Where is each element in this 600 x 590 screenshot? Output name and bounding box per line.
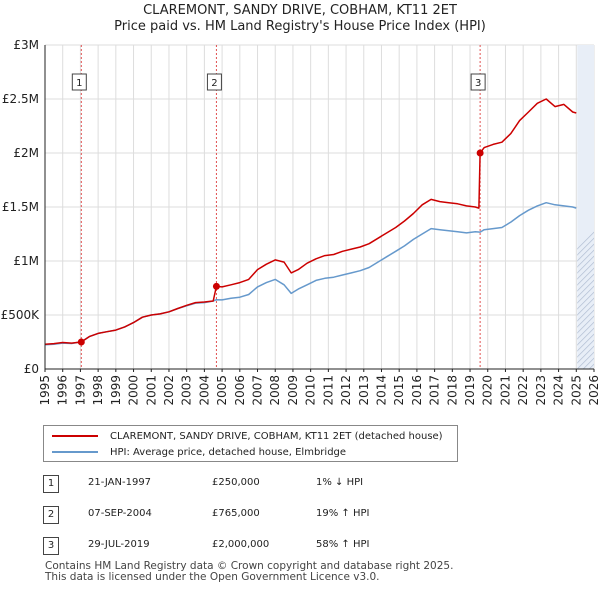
x-tick-label: 2015	[392, 375, 406, 406]
row-number: 2	[43, 506, 59, 524]
legend-label-hpi: HPI: Average price, detached house, Elmb…	[110, 446, 347, 458]
x-tick-label: 2002	[162, 375, 176, 406]
transaction-vlines: 1 2 3	[71, 45, 486, 369]
x-tick-label: 2000	[127, 375, 141, 406]
x-tick-label: 1998	[91, 375, 105, 406]
y-tick-label: £2.5M	[2, 92, 39, 106]
footer-copyright: Contains HM Land Registry data © Crown c…	[45, 560, 454, 572]
legend-item-property: CLAREMONT, SANDY DRIVE, COBHAM, KT11 2ET…	[52, 429, 443, 443]
y-tick-label: £0	[24, 362, 39, 376]
x-tick-label: 2020	[481, 375, 495, 406]
legend-item-hpi: HPI: Average price, detached house, Elmb…	[52, 445, 346, 459]
hatch-line	[577, 309, 594, 328]
y-tick-label: £3M	[13, 38, 39, 52]
chart-series	[44, 98, 577, 346]
forecast-shade	[577, 45, 600, 369]
row-hpi: 19% ↑ HPI	[316, 508, 370, 519]
x-tick-label: 2017	[428, 375, 442, 406]
chart-title: CLAREMONT, SANDY DRIVE, COBHAM, KT11 2ET…	[0, 3, 600, 35]
x-tick-label: 2004	[197, 375, 211, 406]
x-tick-label: 2016	[410, 375, 424, 406]
row-price: £250,000	[212, 477, 260, 488]
x-tick-label: 2001	[144, 375, 158, 406]
row-number: 1	[43, 475, 59, 493]
y-tick-label: £1.5M	[2, 200, 39, 214]
hatch-line	[577, 303, 594, 322]
row-date: 29-JUL-2019	[88, 539, 150, 550]
x-tick-label: 1995	[38, 375, 52, 406]
transaction-point	[476, 149, 484, 157]
row-number: 3	[43, 537, 59, 555]
table-row: 3 29-JUL-2019 £2,000,000 58% ↑ HPI	[0, 537, 600, 557]
x-tick-label: 2006	[233, 375, 247, 406]
x-tick-label: 2021	[498, 375, 512, 406]
x-tick-label: 2007	[251, 375, 265, 406]
footer: Contains HM Land Registry data © Crown c…	[45, 561, 453, 583]
x-tick-label: 2010	[304, 375, 318, 406]
x-tick-label: 1996	[56, 375, 70, 406]
row-date: 07-SEP-2004	[88, 508, 152, 519]
transaction-label: 2	[211, 78, 217, 89]
footer-licence: This data is licensed under the Open Gov…	[45, 571, 380, 583]
transaction-markers	[77, 149, 484, 346]
legend-swatch-hpi	[52, 451, 98, 453]
transaction-label-box	[206, 73, 222, 91]
x-tick-label: 2009	[286, 375, 300, 406]
transaction-label: 1	[76, 78, 82, 89]
chart-grid	[44, 44, 595, 370]
x-tick-label: 2012	[339, 375, 353, 406]
row-price: £2,000,000	[212, 539, 270, 550]
legend-swatch-property	[52, 435, 98, 437]
y-tick-label: £1M	[13, 254, 39, 268]
row-date: 21-JAN-1997	[88, 477, 152, 488]
x-tick-label: 2018	[445, 375, 459, 406]
x-tick-label: 2003	[180, 375, 194, 406]
transaction-label: 3	[475, 78, 481, 89]
x-tick-label: 2008	[268, 375, 282, 406]
x-tick-label: 2019	[463, 375, 477, 406]
x-tick-label: 2014	[374, 375, 388, 406]
hatch-line	[595, 45, 600, 369]
chart-subtitle: Price paid vs. HM Land Registry's House …	[114, 19, 486, 34]
x-tick-label: 2023	[534, 375, 548, 406]
y-tick-label: £2M	[13, 146, 39, 160]
x-tick-label: 2025	[569, 375, 583, 406]
x-tick-label: 1999	[109, 375, 123, 406]
transaction-point	[212, 282, 220, 290]
transaction-label-box	[71, 73, 87, 91]
x-tick-label: 2026	[587, 375, 600, 406]
x-tick-label: 2024	[552, 375, 566, 406]
table-row: 1 21-JAN-1997 £250,000 1% ↓ HPI	[0, 475, 600, 495]
chart-axes: £0 £500K £1M £1.5M £2M £2.5M £3M 1995 1996 1997 19…	[1, 38, 600, 406]
chart-title-line1: CLAREMONT, SANDY DRIVE, COBHAM, KT11 2ET	[143, 3, 457, 18]
x-tick-label: 2011	[321, 375, 335, 406]
table-row: 2 07-SEP-2004 £765,000 19% ↑ HPI	[0, 506, 600, 526]
x-tick-label: 2005	[215, 375, 229, 406]
x-tick-label: 2013	[357, 375, 371, 406]
legend-label-property: CLAREMONT, SANDY DRIVE, COBHAM, KT11 2ET…	[110, 430, 443, 442]
row-price: £765,000	[212, 508, 260, 519]
transaction-point	[77, 338, 85, 346]
property-price-line	[44, 98, 577, 345]
forecast-region	[577, 45, 594, 369]
y-tick-label: £500K	[1, 308, 41, 322]
row-hpi: 58% ↑ HPI	[316, 539, 370, 550]
transaction-label-box	[470, 73, 486, 91]
x-tick-label: 1997	[73, 375, 87, 406]
x-tick-label: 2022	[516, 375, 530, 406]
row-hpi: 1% ↓ HPI	[316, 477, 364, 488]
chart-legend: CLAREMONT, SANDY DRIVE, COBHAM, KT11 2ET…	[43, 425, 458, 462]
